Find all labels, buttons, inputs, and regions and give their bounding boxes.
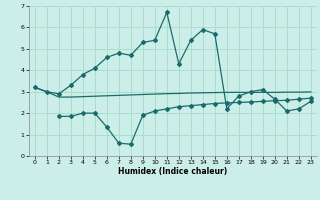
X-axis label: Humidex (Indice chaleur): Humidex (Indice chaleur) xyxy=(118,167,228,176)
